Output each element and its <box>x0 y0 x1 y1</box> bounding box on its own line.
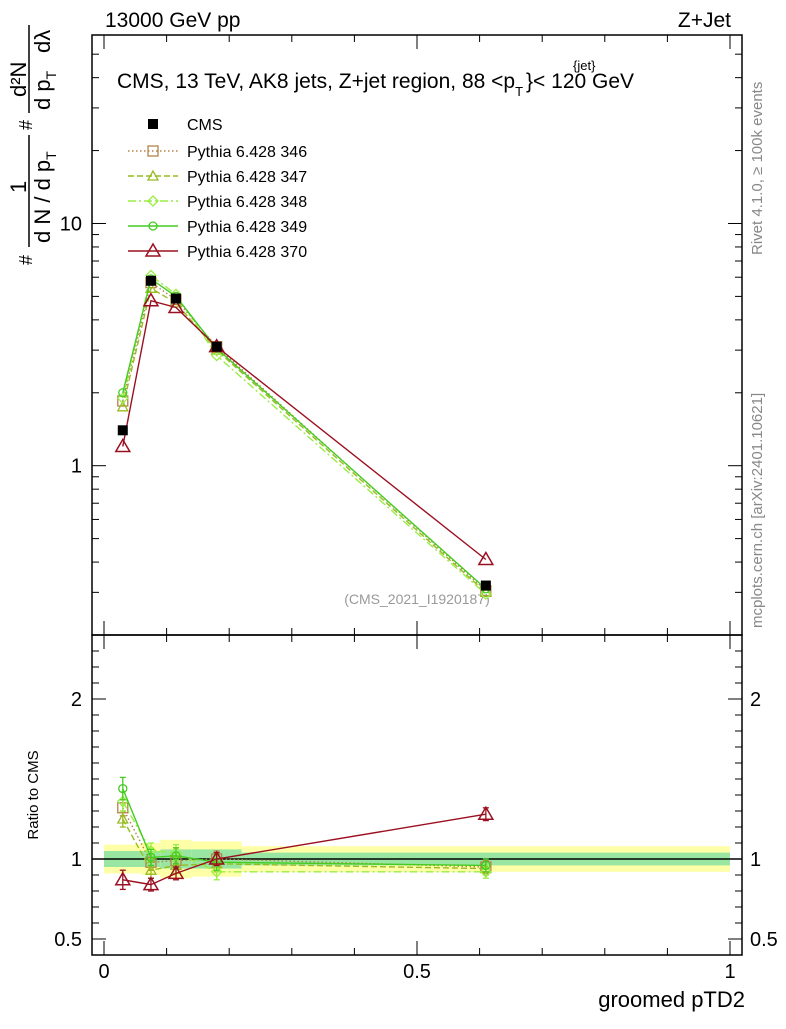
ylabel-dn: d N / d pT <box>30 151 59 243</box>
cms-points <box>117 275 491 591</box>
legend-label-1: Pythia 6.428 347 <box>187 169 307 186</box>
cms-point-2 <box>170 293 181 304</box>
series-4-point-main-0 <box>114 438 132 453</box>
series-3-point-ratio-1 <box>146 852 156 863</box>
series-3-point-ratio-0 <box>118 783 128 794</box>
series-3-point-ratio-4 <box>481 860 491 871</box>
series-line-main-0 <box>122 281 487 592</box>
ylabel-dn-text: d N / d p <box>30 160 55 243</box>
cms-point-4 <box>480 580 491 591</box>
axes-ticks: 0 0.5 1 1 10 0.5 0.5 1 1 2 2 <box>54 34 778 983</box>
ylabel-dpt-text: d p <box>30 79 55 110</box>
legend-label-2: Pythia 6.428 348 <box>187 194 307 211</box>
series-4-point-ratio-0 <box>114 871 132 886</box>
y-tick-label-ratio-2: 2 <box>71 689 82 711</box>
y-axis-label-main: # 1 d N / d pT # d²N d pT dλ <box>6 25 59 265</box>
x-tick-label-0: 0 <box>98 961 109 983</box>
legend-marker-0 <box>147 145 159 157</box>
legend-marker-4 <box>144 242 162 257</box>
chart-title-main: CMS, 13 TeV, AK8 jets, Z+jet region, 88 … <box>117 70 515 93</box>
chart-title: CMS, 13 TeV, AK8 jets, Z+jet region, 88 … <box>117 70 634 99</box>
x-tick-label-1: 0.5 <box>403 961 431 983</box>
chart-title-sub: T <box>515 84 523 99</box>
legend-marker-cms <box>148 119 158 129</box>
series-main <box>114 269 495 601</box>
legend-label-0: Pythia 6.428 346 <box>187 144 307 161</box>
series-2-point-main-3 <box>210 349 223 362</box>
y-tick-label-ratio-0: 0.5 <box>54 929 82 951</box>
series-4-point-main-2 <box>167 298 185 314</box>
series-4-point-main-4 <box>477 550 495 566</box>
ylabel-dpt: d pT <box>30 70 59 110</box>
series-4-point-ratio-3 <box>208 850 225 865</box>
ylabel-d2n: d²N <box>6 62 31 97</box>
legend-label-4: Pythia 6.428 370 <box>187 244 307 261</box>
cms-point-1 <box>145 275 156 286</box>
ratio-frame <box>91 634 743 956</box>
x-tick-label-2: 1 <box>724 961 735 983</box>
ylabel-hash1: # <box>16 255 36 265</box>
series-2-point-ratio-4 <box>479 865 492 878</box>
y-tick-label-main-1: 10 <box>60 213 82 235</box>
legend-entry-cms: CMS <box>148 117 223 134</box>
ylabel-hash2: # <box>16 120 36 130</box>
chart-title-tail: }< 120 GeV <box>526 70 634 93</box>
series-4-point-ratio-1 <box>142 876 160 891</box>
header-left: 13000 GeV pp <box>105 9 240 32</box>
series-4-point-ratio-2 <box>167 864 185 880</box>
y-tick-label-main-0: 1 <box>71 456 82 478</box>
series-1-point-ratio-1 <box>144 863 158 875</box>
series-2-point-ratio-3 <box>210 865 223 878</box>
chart-title-sup: {jet} <box>573 58 596 73</box>
series-1-point-main-0 <box>116 400 129 412</box>
cms-point-3 <box>211 341 222 352</box>
series-3-point-ratio-2 <box>171 851 181 861</box>
mcplots-label: mcplots.cern.ch [arXiv:2401.10621] <box>749 393 766 628</box>
legend-label-cms: CMS <box>187 117 223 134</box>
series-4-point-ratio-4 <box>477 805 495 820</box>
series-2-point-ratio-0 <box>116 795 129 808</box>
y-axis-label-ratio: Ratio to CMS <box>25 750 42 839</box>
cms-point-0 <box>117 425 128 436</box>
legend-marker-2 <box>147 195 159 207</box>
analysis-watermark: (CMS_2021_I1920187) <box>344 591 490 607</box>
y-tick-label-ratio-right-1: 1 <box>750 849 761 871</box>
series-ratio <box>114 776 495 892</box>
series-2-point-main-0 <box>116 392 129 405</box>
ylabel-dpt-sub: T <box>43 70 59 79</box>
series-2-point-main-4 <box>479 588 492 601</box>
series-line-main-4 <box>122 299 487 561</box>
ylabel-one: 1 <box>6 181 31 193</box>
legend-marker-3 <box>148 221 158 231</box>
series-line-main-1 <box>122 287 487 593</box>
series-line-ratio-0 <box>122 807 486 868</box>
series-3-point-main-0 <box>118 388 128 398</box>
legend-label-3: Pythia 6.428 349 <box>187 219 307 236</box>
ylabel-dlambda: dλ <box>30 30 55 53</box>
ylabel-dn-sub: T <box>43 151 59 160</box>
legend-series: Pythia 6.428 346 Pythia 6.428 347 Pythia 6… <box>128 144 307 261</box>
x-axis-label: groomed pTD2 <box>598 987 745 1012</box>
y-tick-label-ratio-right-2: 2 <box>750 689 761 711</box>
y-tick-label-ratio-1: 1 <box>71 849 82 871</box>
series-4-point-main-1 <box>142 292 160 307</box>
header-right: Z+Jet <box>678 9 731 32</box>
rivet-version-label: Rivet 4.1.0, ≥ 100k events <box>749 82 766 255</box>
y-tick-label-ratio-right-0: 0.5 <box>750 929 778 951</box>
legend-marker-1 <box>146 169 160 181</box>
series-1-point-ratio-0 <box>116 812 129 824</box>
series-line-main-2 <box>122 274 487 595</box>
